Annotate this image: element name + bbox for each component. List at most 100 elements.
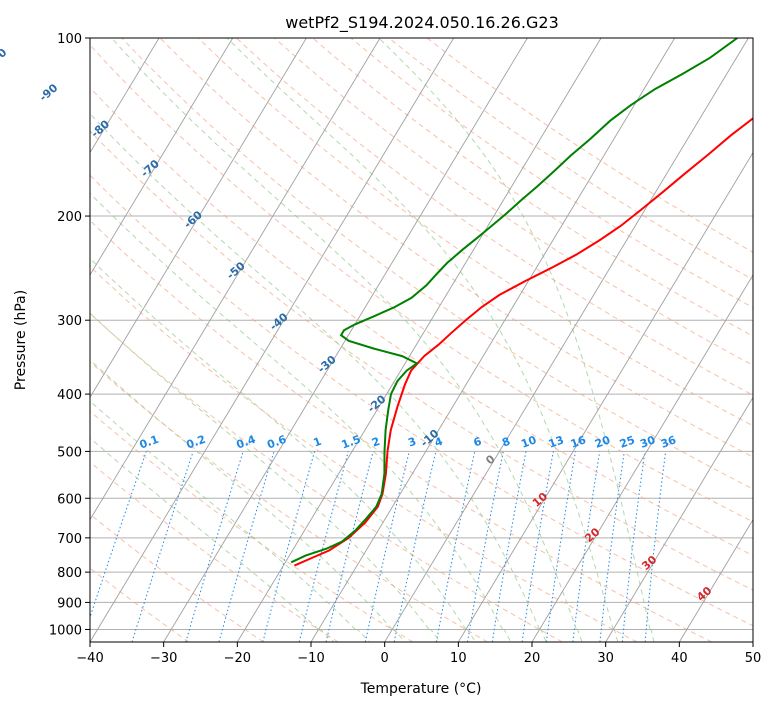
y-tick-label: 600 <box>57 492 82 507</box>
isotherm-line <box>90 38 307 399</box>
mixing-ratio-line <box>621 451 646 642</box>
y-tick-label: 100 <box>57 32 82 47</box>
dry-adiabat-line <box>90 361 488 642</box>
y-axis-label: Pressure (hPa) <box>13 290 29 390</box>
mixing-ratio-line <box>364 451 410 642</box>
isotherm-line <box>310 38 676 642</box>
mixing-ratio-label: 0.4 <box>235 433 258 452</box>
dry-adiabat-line <box>90 410 414 642</box>
moist-adiabat-line <box>226 38 619 642</box>
x-tick-label: −30 <box>150 651 177 666</box>
isotherm-line <box>457 151 753 642</box>
mixing-ratio-label: 36 <box>659 433 678 451</box>
moist-adiabat-line <box>90 192 512 642</box>
isotherm-value-label: 40 <box>694 584 714 604</box>
moist-adiabat-line <box>90 437 335 642</box>
isotherm-value-label: 0 <box>483 452 498 467</box>
isotherm-line <box>531 274 753 642</box>
moist-adiabat-line <box>90 112 547 642</box>
dry-adiabat-line <box>90 130 753 591</box>
dry-adiabats <box>90 38 753 642</box>
dry-adiabat-line <box>197 38 753 427</box>
y-axis: 100 200 300 400 500 600 700 800 900 1000 <box>49 32 90 638</box>
isotherm-line <box>90 38 160 154</box>
y-tick-label: 900 <box>57 596 82 611</box>
x-tick-label: 0 <box>381 651 389 666</box>
mixing-ratio-label: 2 <box>370 435 382 450</box>
y-tick-label: 300 <box>57 314 82 329</box>
moist-adiabat-line <box>378 38 655 642</box>
pressure-gridlines <box>90 38 753 630</box>
dry-adiabat-line <box>274 38 753 366</box>
x-tick-label: 50 <box>745 651 762 666</box>
x-tick-label: 30 <box>597 651 614 666</box>
mixing-ratio-label: 0.6 <box>265 433 288 452</box>
isotherm-line <box>605 396 753 642</box>
moist-adiabat-line <box>90 359 406 642</box>
isotherm-line <box>90 38 455 642</box>
x-tick-label: 40 <box>671 651 688 666</box>
dry-adiabat-line <box>388 38 753 281</box>
x-axis-label: Temperature (°C) <box>360 681 482 697</box>
isotherm-line <box>90 38 234 276</box>
skewed-isotherms <box>0 38 753 642</box>
y-tick-label: 400 <box>57 388 82 403</box>
isotherm-line <box>0 38 12 642</box>
dry-adiabat-line <box>90 174 753 627</box>
isotherm-line <box>752 641 753 642</box>
y-tick-label: 800 <box>57 566 82 581</box>
mixing-ratio-label: 25 <box>618 433 637 450</box>
mixing-ratio-label: 8 <box>500 435 512 450</box>
mixing-ratio-line <box>262 451 316 642</box>
dry-adiabat-line <box>90 312 563 642</box>
mixing-ratio-line <box>218 451 275 642</box>
dry-adiabat-line <box>90 86 753 557</box>
isotherm-value-label: -100 <box>0 46 10 74</box>
moist-adiabat-line <box>90 257 476 642</box>
isotherm-value-label: 30 <box>639 553 659 573</box>
mixing-ratio-line <box>521 451 554 642</box>
x-tick-label: −20 <box>224 651 251 666</box>
x-tick-label: 10 <box>450 651 467 666</box>
mixing-ratio-label: 1 <box>312 435 324 450</box>
isotherm-value-label: -90 <box>37 81 61 104</box>
temperature-profile-line <box>293 117 753 567</box>
moist-adiabat-line <box>90 400 370 642</box>
dry-adiabat-line <box>90 44 753 523</box>
sounding-series <box>290 38 753 567</box>
x-tick-label: 20 <box>524 651 541 666</box>
dewpoint-profile-line <box>290 38 738 564</box>
dry-adiabat-line <box>350 38 753 309</box>
dry-adiabat-line <box>90 513 264 642</box>
x-tick-label: −40 <box>76 651 103 666</box>
mixing-ratio-line <box>599 451 625 642</box>
mixing-ratio-label: 16 <box>569 433 588 451</box>
moist-adiabat-line <box>90 312 441 642</box>
dry-adiabat-line <box>90 461 339 642</box>
mixing-ratio-line <box>325 451 374 642</box>
y-tick-label: 500 <box>57 445 82 460</box>
chart-title: wetPf2_S194.2024.050.16.26.G23 <box>285 13 559 33</box>
y-tick-label: 700 <box>57 532 82 547</box>
mixing-ratio-label: 0.1 <box>138 433 161 452</box>
mixing-ratio-label: 6 <box>472 435 484 450</box>
isotherm-line <box>384 38 749 642</box>
plot-frame <box>89 37 754 643</box>
mixing-ratio-label: 0.2 <box>185 433 208 452</box>
mixing-ratio-line <box>185 451 244 642</box>
y-tick-label: 200 <box>57 210 82 225</box>
y-tick-label: 1000 <box>49 623 82 638</box>
mixing-ratio-label: 13 <box>547 433 566 450</box>
mixing-ratio-line <box>644 451 667 642</box>
x-axis: −40 −30 −20 −10 0 10 20 30 40 50 <box>76 642 761 666</box>
x-tick-label: −10 <box>297 651 324 666</box>
mixing-ratio-label: 10 <box>519 433 538 451</box>
mixing-ratio-label: 30 <box>638 433 657 451</box>
mixing-ratio-line <box>298 451 349 642</box>
mixing-ratio-label: 20 <box>593 433 612 451</box>
isotherm-line <box>90 38 381 521</box>
mixing-ratio-label: 4 <box>433 435 445 450</box>
dry-adiabat-line <box>90 219 712 642</box>
mixing-ratio-lines <box>90 451 667 642</box>
